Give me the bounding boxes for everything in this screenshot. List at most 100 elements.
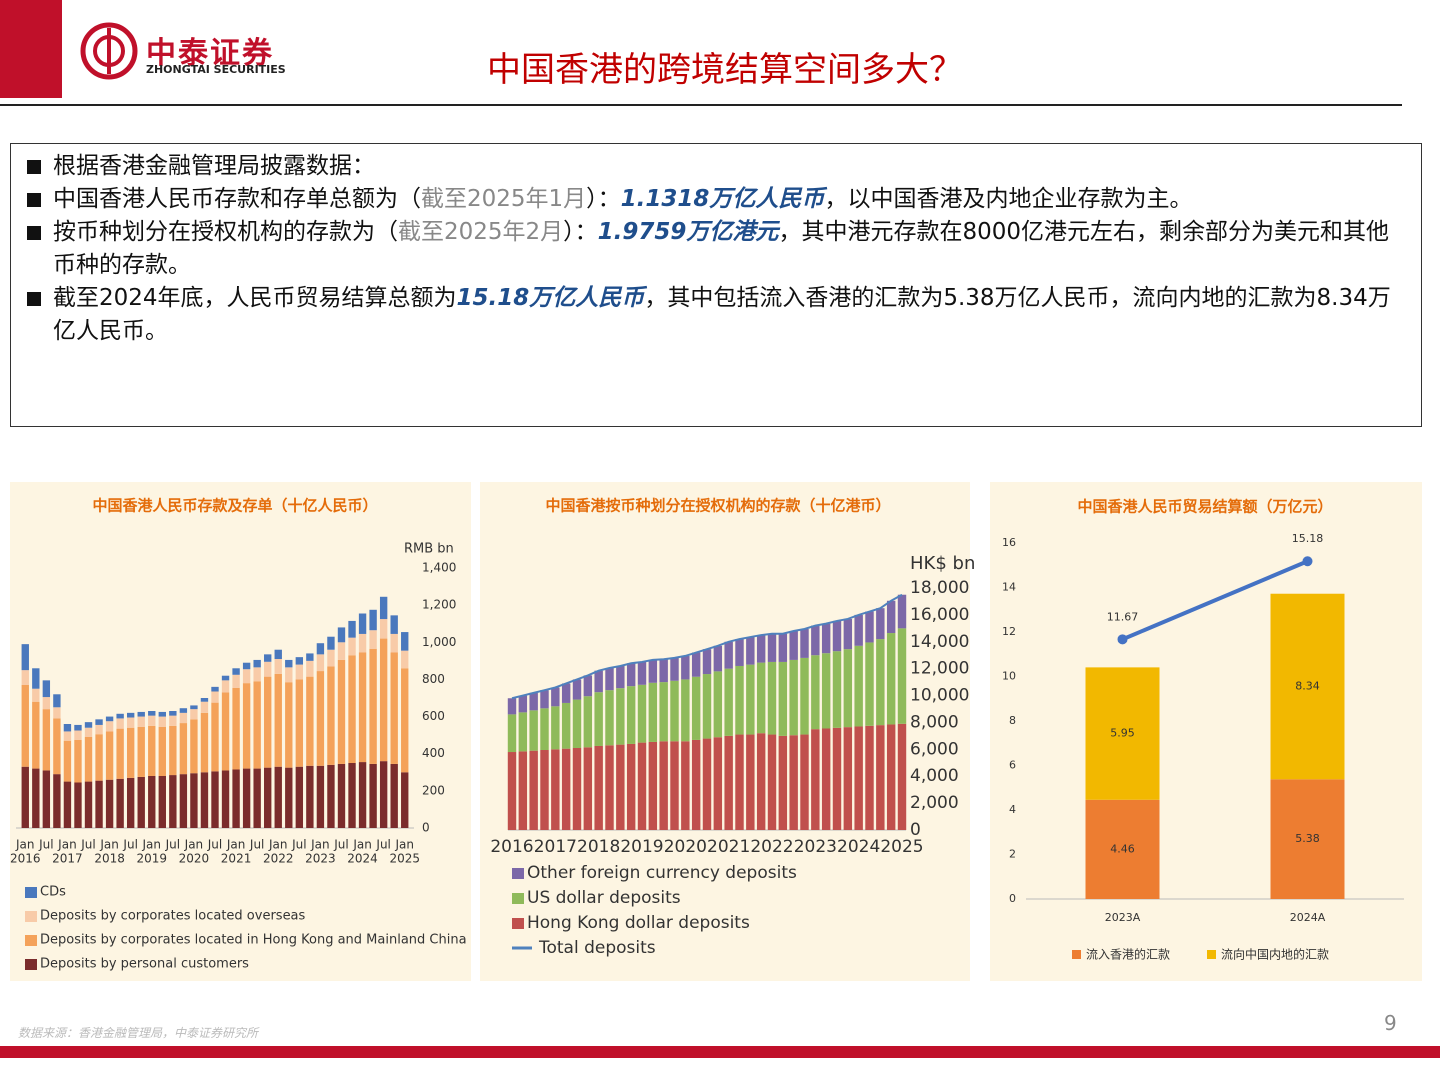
bar-segment xyxy=(379,619,388,639)
bar-segment xyxy=(327,649,335,667)
bar-segment xyxy=(789,735,798,830)
chart-panel xyxy=(990,482,1422,981)
legend-marker xyxy=(512,893,524,904)
bar-segment xyxy=(735,665,744,735)
bar-segment xyxy=(401,650,409,669)
bar-segment xyxy=(32,688,40,702)
bar-segment xyxy=(670,680,679,742)
bar-segment xyxy=(74,739,82,783)
x-tick-label: 2018 xyxy=(577,837,620,857)
bar-segment xyxy=(137,776,145,828)
bar-segment xyxy=(21,644,29,671)
bar-segment xyxy=(95,724,103,735)
bar-segment xyxy=(158,776,166,828)
bar-segment xyxy=(756,635,766,663)
bar-segment xyxy=(274,766,282,828)
x-tick-label: Jul xyxy=(122,838,137,852)
bar-segment xyxy=(811,655,820,730)
bar-segment xyxy=(232,668,240,675)
legend-label: Total deposits xyxy=(538,938,656,958)
bar-segment xyxy=(63,781,72,828)
bar-segment xyxy=(42,697,51,710)
bar-segment xyxy=(74,782,82,828)
bar-segment xyxy=(876,608,885,640)
y-tick-label: 12 xyxy=(1002,625,1016,638)
bar-segment xyxy=(561,748,571,830)
bar-segment xyxy=(105,779,114,828)
bar-segment xyxy=(53,694,61,708)
bar-segment xyxy=(854,645,863,727)
bullet: 根据香港金融管理局披露数据： xyxy=(25,150,1407,183)
bar-segment xyxy=(369,630,377,649)
line xyxy=(511,593,903,700)
bar-segment xyxy=(540,708,549,751)
bar-segment xyxy=(200,772,209,828)
bar-segment xyxy=(1085,667,1160,800)
bar-segment xyxy=(800,657,809,735)
bar-segment xyxy=(854,726,863,830)
bar-segment xyxy=(821,623,831,654)
bullet: 按币种划分在授权机构的存款为（截至2025年2月）：1.9759万亿港元，其中港… xyxy=(25,216,1407,282)
line-point xyxy=(1302,556,1313,567)
bar-segment xyxy=(95,780,103,828)
bar-segment xyxy=(401,772,409,828)
bar-segment xyxy=(137,716,145,727)
bar-segment xyxy=(337,642,346,660)
bar-segment xyxy=(21,670,29,685)
bar-segment xyxy=(854,614,863,646)
bar-segment xyxy=(264,767,272,828)
bar-segment xyxy=(390,763,398,828)
bar-segment xyxy=(358,633,367,653)
bar-segment xyxy=(211,686,219,692)
bar-segment xyxy=(843,649,853,728)
bar-segment xyxy=(778,633,788,662)
bar-segment xyxy=(116,718,124,729)
bar-segment xyxy=(232,674,240,688)
bar-segment xyxy=(53,718,61,775)
y-tick-label: 6 xyxy=(1009,759,1016,772)
bar-segment xyxy=(529,750,538,830)
bar-segment xyxy=(594,670,603,693)
bar-segment xyxy=(190,709,198,720)
bar-segment xyxy=(616,688,625,745)
legend-marker xyxy=(1072,950,1081,959)
data-label: 11.67 xyxy=(1107,610,1139,623)
bar-segment xyxy=(148,725,156,776)
bar-segment xyxy=(681,655,690,680)
x-year-label: 2018 xyxy=(94,852,125,866)
bar-segment xyxy=(348,620,356,638)
x-tick-label: Jan xyxy=(226,838,246,852)
bar-segment xyxy=(116,778,124,828)
bar-segment xyxy=(811,625,820,656)
legend-label: CDs xyxy=(40,885,66,900)
bar-segment xyxy=(221,675,230,681)
bullet: 截至2024年底，人民币贸易结算总额为15.18万亿人民币，其中包括流入香港的汇… xyxy=(25,282,1407,348)
bar-segment xyxy=(169,715,177,726)
bar-segment xyxy=(148,711,156,716)
bar-segment xyxy=(253,667,261,682)
bar-segment xyxy=(518,751,528,830)
bar-segment xyxy=(137,711,145,717)
bar-segment xyxy=(84,737,93,782)
bar-segment xyxy=(42,680,51,698)
legend-marker xyxy=(512,868,524,879)
bar-segment xyxy=(551,687,560,707)
bar-segment xyxy=(876,639,885,726)
y-tick-label: 10,000 xyxy=(910,686,969,706)
bar-segment xyxy=(126,777,135,828)
x-tick-label: 2024 xyxy=(837,837,880,857)
bar-segment xyxy=(390,615,398,634)
bar-segment xyxy=(670,741,679,830)
bar-segment xyxy=(264,676,272,768)
text: 根据香港金融管理局披露数据： xyxy=(53,153,375,179)
slide-title: 中国香港的跨境结算空间多大？ xyxy=(487,50,963,90)
bar-segment xyxy=(42,709,51,771)
source-note: 数据来源：香港金融管理局，中泰证券研究所 xyxy=(18,1026,259,1040)
bar-segment xyxy=(242,669,251,684)
bar-segment xyxy=(1270,779,1345,899)
bar-segment xyxy=(327,764,335,828)
bar-segment xyxy=(148,776,156,828)
bar-segment xyxy=(713,737,723,830)
bar-segment xyxy=(778,661,788,736)
bar-segment xyxy=(746,664,755,735)
